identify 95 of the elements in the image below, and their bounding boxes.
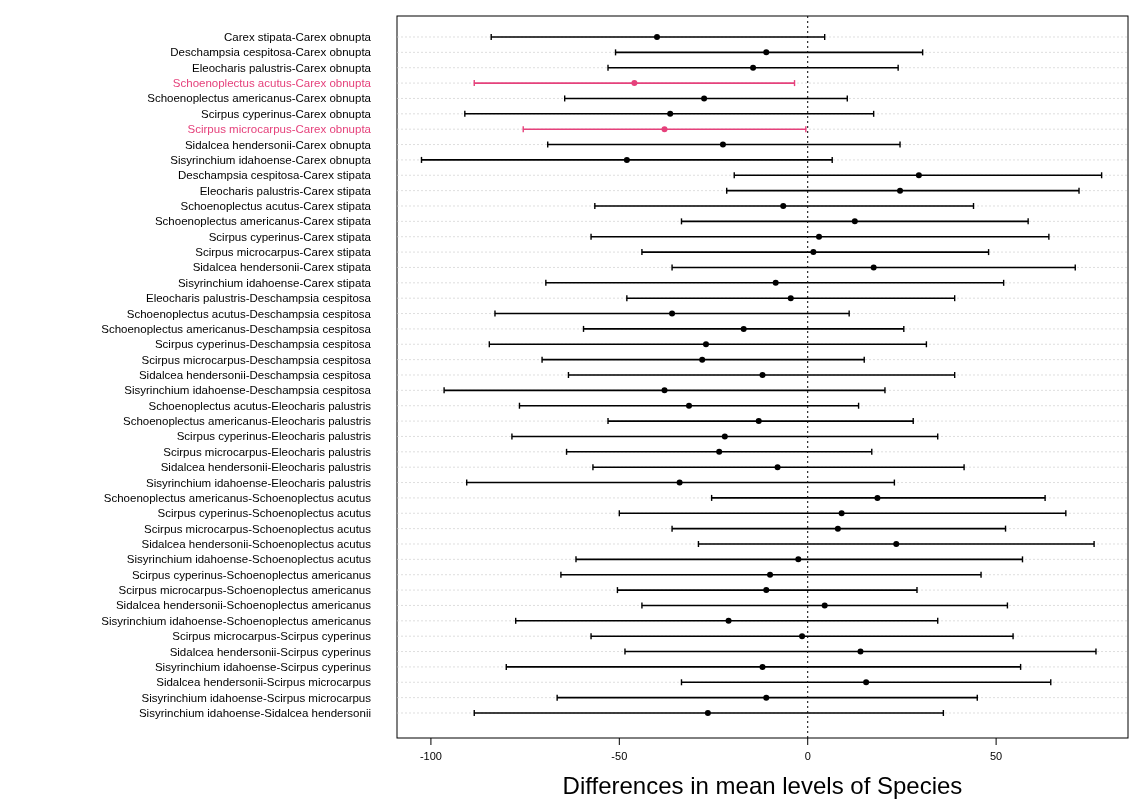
point [699, 356, 706, 363]
y-tick-label: Sidalcea hendersonii-Schoenoplectus acutus [141, 538, 372, 550]
y-tick-label: Sidalcea hendersonii-Eleocharis palustris [160, 461, 372, 474]
point [834, 525, 841, 532]
y-tick-label: Sisyrinchium idahoense-Scirpus microcarpus [141, 691, 372, 704]
point [750, 64, 757, 71]
point [799, 633, 806, 640]
y-tick-label: Eleocharis palustris-Deschampsia cespitosa [146, 292, 372, 305]
y-tick-label: Sidalcea hendersonii-Scirpus microcarpus [156, 676, 372, 689]
y-tick-label: Scirpus microcarpus-Schoenoplectus acutus [144, 522, 372, 535]
point [795, 556, 802, 563]
y-tick-label: Sidalcea hendersonii-Scirpus cyperinus [169, 645, 372, 658]
point [725, 617, 732, 624]
y-tick-label: Sisyrinchium idahoense-Scirpus cyperinus [154, 660, 372, 673]
y-tick-label: Schoenoplectus americanus-Schoenoplectus acutus [103, 491, 372, 504]
point [661, 126, 668, 133]
point [667, 110, 674, 117]
point [821, 602, 828, 609]
y-tick-label: Sisyrinchium idahoense-Eleocharis palustris [146, 476, 372, 489]
y-tick-label: Scirpus cyperinus-Deschampsia cespitosa [154, 338, 372, 351]
y-tick-label: Schoenoplectus americanus-Deschampsia cespitosa [101, 322, 372, 335]
point [704, 710, 711, 716]
y-tick-label: Scirpus microcarpus-Carex stipata [195, 246, 372, 259]
x-axis-title: Differences in mean levels of Species [562, 772, 963, 799]
point [763, 587, 770, 594]
y-tick-label: Deschampsia cespitosa-Carex obnupta [170, 46, 372, 59]
point [863, 679, 870, 686]
y-tick-label: Eleocharis palustris-Carex stipata [199, 184, 372, 197]
y-tick-label: Schoenoplectus americanus-Eleocharis palustris [122, 415, 372, 428]
point [721, 433, 728, 440]
point [870, 264, 877, 271]
x-tick-label: 0 [804, 750, 811, 762]
y-tick-label: Sidalcea hendersonii-Deschampsia cespitosa [138, 369, 372, 381]
y-tick-label: Eleocharis palustris-Carex obnupta [192, 61, 372, 74]
y-tick-label: Sisyrinchium idahoense-Deschampsia cespitosa [124, 384, 372, 397]
y-tick-label: Sisyrinchium idahoense-Carex obnupta [170, 153, 372, 166]
point [719, 141, 726, 148]
y-tick-label: Schoenoplectus acutus-Eleocharis palustris [148, 399, 372, 412]
y-tick-label: Scirpus microcarpus-Eleocharis palustris [163, 445, 372, 458]
point [701, 95, 708, 102]
y-tick-label: Sisyrinchium idahoense-Sidalcea hendersonii [138, 707, 371, 719]
point [857, 648, 864, 655]
y-tick-label: Scirpus microcarpus-Deschampsia cespitosa [141, 353, 372, 366]
x-tick-label: -50 [611, 750, 628, 762]
y-tick-label: Schoenoplectus americanus-Carex obnupta [147, 92, 372, 105]
point [915, 172, 922, 179]
y-tick-label: Schoenoplectus acutus-Carex obnupta [172, 77, 372, 90]
point [816, 233, 823, 240]
y-tick-label: Scirpus cyperinus-Eleocharis palustris [176, 430, 372, 443]
y-tick-label: Scirpus cyperinus-Schoenoplectus americanus [131, 568, 372, 581]
point [654, 34, 660, 40]
y-tick-label: Sidalcea hendersonii-Carex obnupta [184, 138, 372, 151]
point [787, 295, 794, 302]
point [676, 479, 683, 486]
point [759, 372, 766, 378]
y-tick-label: Scirpus microcarpus-Carex obnupta [187, 123, 372, 136]
point [702, 341, 709, 348]
point [631, 80, 638, 87]
point [893, 541, 900, 547]
point [780, 203, 787, 209]
y-tick-label: Scirpus cyperinus-Carex obnupta [200, 107, 372, 120]
point [810, 249, 817, 256]
point [838, 510, 845, 517]
y-tick-label: Sidalcea hendersonii-Schoenoplectus americanus [115, 599, 372, 612]
point [774, 464, 781, 471]
x-tick-label: -100 [419, 750, 442, 762]
y-tick-label: Sidalcea hendersonii-Carex stipata [192, 261, 372, 274]
point [767, 571, 774, 578]
y-tick-label: Carex stipata-Carex obnupta [223, 31, 372, 43]
y-tick-label: Scirpus cyperinus-Schoenoplectus acutus [157, 507, 372, 520]
y-tick-label: Scirpus microcarpus-Schoenoplectus americanus [118, 584, 372, 597]
point [772, 279, 779, 286]
y-tick-label: Sisyrinchium idahoense-Carex stipata [177, 276, 372, 289]
point [623, 156, 630, 163]
point [755, 418, 762, 425]
y-tick-label: Schoenoplectus acutus-Deschampsia cespitosa [126, 307, 372, 320]
point [686, 402, 693, 409]
point [669, 310, 676, 317]
point [716, 448, 723, 455]
y-tick-label: Schoenoplectus americanus-Carex stipata [154, 215, 372, 228]
point [874, 494, 881, 501]
y-tick-label: Sisyrinchium idahoense-Schoenoplectus acutus [126, 553, 372, 566]
y-tick-label: Deschampsia cespitosa-Carex stipata [177, 169, 372, 182]
y-tick-label: Scirpus microcarpus-Scirpus cyperinus [172, 630, 372, 643]
x-tick-label: 50 [989, 750, 1003, 762]
point [661, 387, 668, 394]
point [740, 325, 747, 332]
y-tick-label: Scirpus cyperinus-Carex stipata [208, 230, 372, 243]
point [759, 663, 766, 670]
point [763, 49, 770, 56]
point [897, 187, 904, 194]
y-tick-label: Sisyrinchium idahoense-Schoenoplectus americanus [101, 614, 372, 627]
point [851, 218, 858, 225]
point [763, 694, 770, 701]
y-tick-label: Schoenoplectus acutus-Carex stipata [180, 200, 372, 212]
